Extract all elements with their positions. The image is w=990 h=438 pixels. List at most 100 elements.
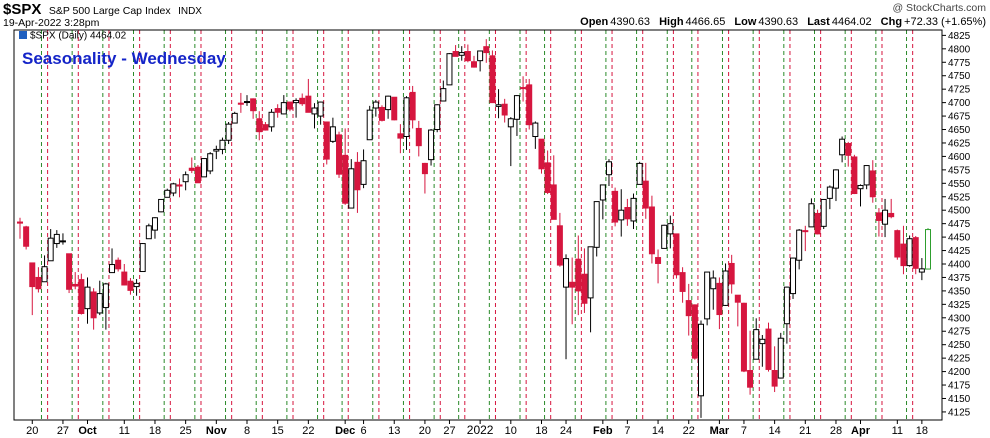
- candle-body: [170, 183, 177, 194]
- candle-body: [722, 270, 729, 306]
- candle-body: [740, 302, 747, 372]
- candle-body: [851, 156, 858, 195]
- x-tick-label: Feb: [593, 425, 613, 437]
- candle-body: [336, 134, 343, 175]
- x-tick-label: 7: [741, 425, 747, 437]
- candle-body: [409, 91, 416, 121]
- candle-body: [293, 99, 300, 104]
- x-tick-label: 7: [624, 425, 630, 437]
- y-tick-label: 4400: [948, 260, 971, 271]
- candle-body: [72, 283, 79, 287]
- candle-body: [96, 293, 103, 314]
- open-label: Open: [580, 16, 609, 28]
- candle-body: [839, 138, 846, 156]
- candle-body: [925, 229, 931, 270]
- y-tick-label: 4775: [948, 58, 971, 69]
- legend-label: $SPX (Daily) 4464.02: [30, 31, 127, 42]
- x-tick-label: 27: [443, 425, 455, 437]
- candle-body: [231, 112, 238, 124]
- y-tick-label: 4525: [948, 192, 971, 203]
- y-tick-label: 4725: [948, 85, 971, 96]
- candle-body: [642, 180, 649, 209]
- timestamp: 19-Apr-2022 3:28pm: [3, 17, 100, 29]
- y-tick-label: 4200: [948, 367, 971, 378]
- candle-body: [262, 124, 269, 131]
- y-tick-label: 4300: [948, 313, 971, 324]
- y-tick-label: 4650: [948, 125, 971, 136]
- y-tick-label: 4675: [948, 112, 971, 123]
- open-value: 4390.63: [610, 16, 651, 28]
- candle-body: [624, 207, 631, 220]
- candle-body: [434, 104, 441, 131]
- y-tick-label: 4500: [948, 206, 971, 217]
- candle-body: [734, 294, 741, 303]
- y-tick-label: 4375: [948, 273, 971, 284]
- candle-body: [771, 370, 778, 387]
- candle-body: [145, 225, 152, 240]
- x-tick-label: 6: [361, 425, 367, 437]
- candle-body: [280, 102, 287, 115]
- candle-body: [710, 277, 717, 290]
- ohlc-readout: Open 4390.63 High 4466.65 Low 4390.63 Last 4…: [574, 16, 986, 28]
- exchange: INDX: [178, 6, 202, 17]
- candle-body: [286, 101, 293, 110]
- candle-body: [501, 103, 508, 116]
- x-tick-label: 24: [560, 425, 572, 437]
- candle-body: [906, 238, 913, 267]
- candle-body: [832, 169, 839, 189]
- candle-body: [182, 174, 189, 183]
- legend: $SPX (Daily) 4464.02: [19, 31, 127, 42]
- candle-body: [857, 184, 864, 190]
- candle-body: [372, 101, 379, 109]
- plot-frame: [13, 29, 943, 421]
- candle-body: [845, 143, 852, 156]
- candle-body: [538, 138, 545, 170]
- candle-body: [673, 233, 680, 276]
- y-tick-label: 4575: [948, 165, 971, 176]
- candle-body: [814, 212, 821, 235]
- y-tick-label: 4700: [948, 98, 971, 109]
- candle-body: [219, 139, 226, 150]
- candle-body: [495, 104, 502, 107]
- low-value: 4390.63: [758, 16, 799, 28]
- candle-body: [826, 186, 833, 199]
- candle-body: [102, 283, 109, 309]
- y-axis: 4125 4150 4175 4200 4225 4250 4275 4300 4325 4350…: [942, 31, 971, 418]
- candle-body: [765, 328, 772, 370]
- candle-body: [201, 158, 208, 178]
- candle-body: [53, 233, 60, 245]
- candles: [17, 39, 931, 418]
- x-tick-label: 20: [26, 425, 38, 437]
- y-tick-label: 4550: [948, 179, 971, 190]
- candle-body: [863, 165, 870, 186]
- candle-body: [421, 162, 428, 175]
- candle-body: [311, 107, 318, 115]
- symbol: $SPX: [3, 1, 42, 18]
- candle-body: [164, 189, 171, 198]
- candle-body: [875, 212, 882, 221]
- x-tick-label: 22: [683, 425, 695, 437]
- x-tick-label: 10: [505, 425, 517, 437]
- candle-body: [532, 122, 539, 138]
- candle-body: [648, 206, 655, 255]
- y-tick-label: 4475: [948, 219, 971, 230]
- candle-body: [575, 258, 582, 292]
- candle-body: [790, 257, 797, 295]
- candle-body: [477, 50, 484, 62]
- candle-body: [636, 162, 643, 185]
- candle-body: [777, 337, 784, 379]
- y-tick-label: 4250: [948, 340, 971, 351]
- candle-body: [691, 304, 698, 359]
- candle-body: [520, 87, 527, 90]
- y-tick-label: 4825: [948, 31, 971, 42]
- candle-body: [237, 102, 244, 105]
- candle-body: [305, 95, 312, 113]
- x-tick-label: 27: [57, 425, 69, 437]
- x-tick-label: 11: [892, 425, 903, 437]
- candle-body: [452, 51, 459, 57]
- candle-body: [29, 262, 36, 288]
- x-tick-label: 14: [768, 425, 780, 437]
- y-tick-label: 4600: [948, 152, 971, 163]
- last-value: 4464.02: [831, 16, 872, 28]
- chart-header: $SPX S&P 500 Large Cap Index INDX: [3, 1, 202, 19]
